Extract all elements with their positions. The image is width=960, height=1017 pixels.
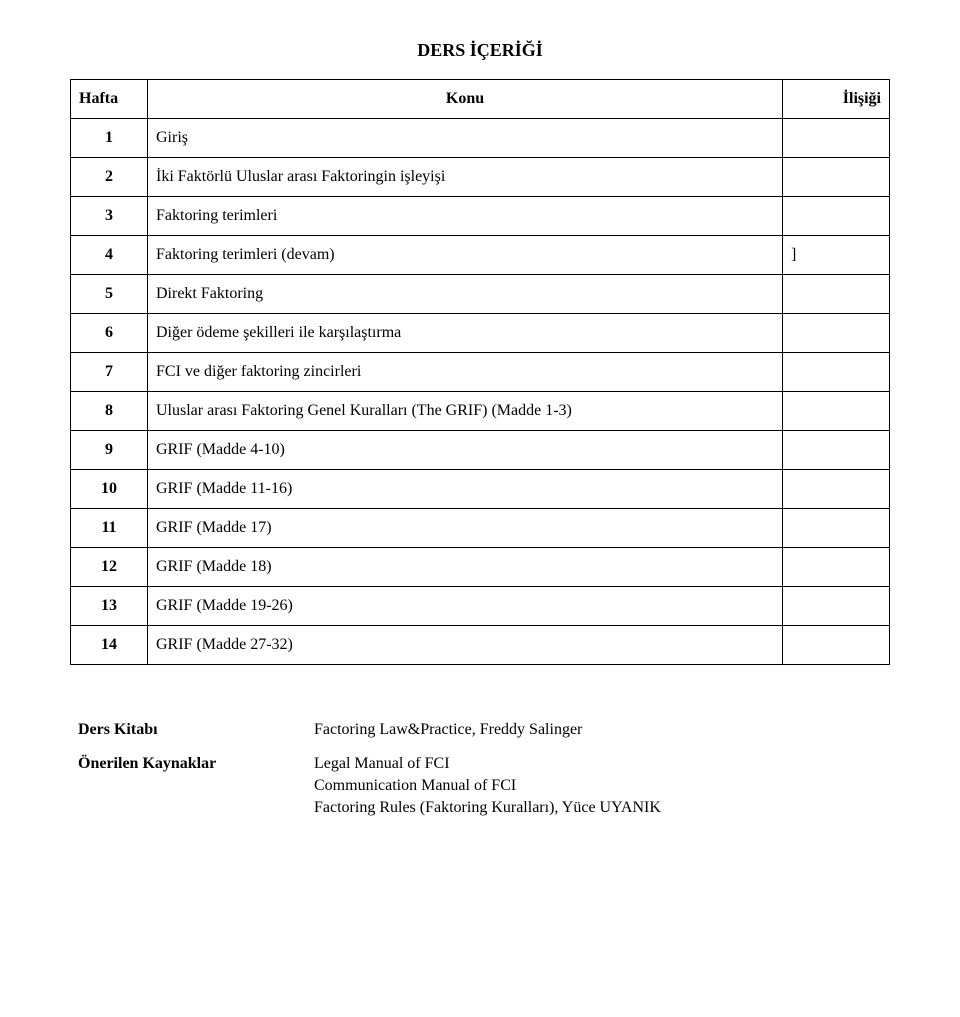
cell-topic: Faktoring terimleri xyxy=(148,197,783,236)
cell-relation xyxy=(783,431,890,470)
cell-relation xyxy=(783,470,890,509)
cell-relation: ] xyxy=(783,236,890,275)
cell-relation xyxy=(783,197,890,236)
cell-relation xyxy=(783,626,890,665)
header-relation: İlişiği xyxy=(783,80,890,119)
table-body: 1 Giriş 2 İki Faktörlü Uluslar arası Fak… xyxy=(71,119,890,665)
table-row: 12 GRIF (Madde 18) xyxy=(71,548,890,587)
cell-week: 6 xyxy=(71,314,148,353)
cell-week: 4 xyxy=(71,236,148,275)
cell-topic: Uluslar arası Faktoring Genel Kuralları … xyxy=(148,392,783,431)
textbook-value: Factoring Law&Practice, Freddy Salinger xyxy=(306,715,890,749)
cell-relation xyxy=(783,119,890,158)
cell-relation xyxy=(783,587,890,626)
cell-week: 11 xyxy=(71,509,148,548)
cell-week: 13 xyxy=(71,587,148,626)
sources-label: Önerilen Kaynaklar xyxy=(70,749,306,827)
table-row: 5 Direkt Faktoring xyxy=(71,275,890,314)
header-topic: Konu xyxy=(148,80,783,119)
cell-topic: İki Faktörlü Uluslar arası Faktoringin i… xyxy=(148,158,783,197)
cell-week: 12 xyxy=(71,548,148,587)
cell-relation xyxy=(783,392,890,431)
cell-topic: GRIF (Madde 11-16) xyxy=(148,470,783,509)
syllabus-table: Hafta Konu İlişiği 1 Giriş 2 İki Faktörl… xyxy=(70,79,890,665)
cell-relation xyxy=(783,548,890,587)
cell-week: 5 xyxy=(71,275,148,314)
references-row: Önerilen Kaynaklar Legal Manual of FCI C… xyxy=(70,749,890,827)
cell-relation xyxy=(783,314,890,353)
table-row: 7 FCI ve diğer faktoring zincirleri xyxy=(71,353,890,392)
textbook-item: Factoring Law&Practice, Freddy Salinger xyxy=(314,721,882,739)
table-row: 10 GRIF (Madde 11-16) xyxy=(71,470,890,509)
cell-week: 10 xyxy=(71,470,148,509)
cell-week: 8 xyxy=(71,392,148,431)
cell-topic: GRIF (Madde 27-32) xyxy=(148,626,783,665)
table-row: 2 İki Faktörlü Uluslar arası Faktoringin… xyxy=(71,158,890,197)
cell-topic: GRIF (Madde 18) xyxy=(148,548,783,587)
cell-topic: Faktoring terimleri (devam) xyxy=(148,236,783,275)
cell-relation xyxy=(783,353,890,392)
source-item: Legal Manual of FCI xyxy=(314,755,882,773)
table-row: 9 GRIF (Madde 4-10) xyxy=(71,431,890,470)
cell-topic: Diğer ödeme şekilleri ile karşılaştırma xyxy=(148,314,783,353)
cell-topic: GRIF (Madde 4-10) xyxy=(148,431,783,470)
cell-week: 3 xyxy=(71,197,148,236)
cell-topic: Direkt Faktoring xyxy=(148,275,783,314)
cell-week: 1 xyxy=(71,119,148,158)
table-row: 13 GRIF (Madde 19-26) xyxy=(71,587,890,626)
table-row: 8 Uluslar arası Faktoring Genel Kurallar… xyxy=(71,392,890,431)
cell-topic: GRIF (Madde 19-26) xyxy=(148,587,783,626)
header-week: Hafta xyxy=(71,80,148,119)
cell-relation xyxy=(783,509,890,548)
table-row: 4 Faktoring terimleri (devam) ] xyxy=(71,236,890,275)
references-table: Ders Kitabı Factoring Law&Practice, Fred… xyxy=(70,715,890,827)
page-title: DERS İÇERİĞİ xyxy=(70,40,890,61)
cell-week: 2 xyxy=(71,158,148,197)
source-item: Communication Manual of FCI xyxy=(314,777,882,795)
sources-value: Legal Manual of FCI Communication Manual… xyxy=(306,749,890,827)
table-row: 6 Diğer ödeme şekilleri ile karşılaştırm… xyxy=(71,314,890,353)
cell-relation xyxy=(783,158,890,197)
cell-topic: GRIF (Madde 17) xyxy=(148,509,783,548)
source-item: Factoring Rules (Faktoring Kuralları), Y… xyxy=(314,799,882,817)
table-row: 11 GRIF (Madde 17) xyxy=(71,509,890,548)
references-row: Ders Kitabı Factoring Law&Practice, Fred… xyxy=(70,715,890,749)
page: DERS İÇERİĞİ Hafta Konu İlişiği 1 Giriş … xyxy=(0,0,960,1017)
cell-topic: Giriş xyxy=(148,119,783,158)
cell-relation xyxy=(783,275,890,314)
cell-week: 14 xyxy=(71,626,148,665)
table-row: 3 Faktoring terimleri xyxy=(71,197,890,236)
spacer xyxy=(70,665,890,715)
table-header-row: Hafta Konu İlişiği xyxy=(71,80,890,119)
cell-topic: FCI ve diğer faktoring zincirleri xyxy=(148,353,783,392)
cell-week: 9 xyxy=(71,431,148,470)
textbook-label: Ders Kitabı xyxy=(70,715,306,749)
cell-week: 7 xyxy=(71,353,148,392)
table-row: 14 GRIF (Madde 27-32) xyxy=(71,626,890,665)
table-row: 1 Giriş xyxy=(71,119,890,158)
